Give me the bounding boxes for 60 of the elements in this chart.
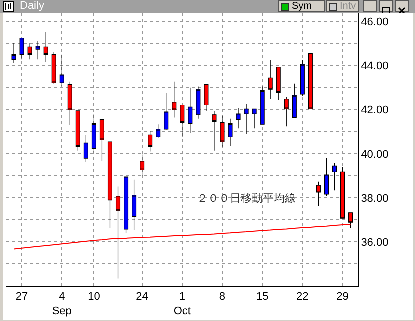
x-tick-label: 22 — [296, 291, 309, 304]
chart-title: Daily — [20, 0, 44, 13]
x-tick-label: 8 — [219, 291, 226, 304]
candlestick — [92, 114, 96, 154]
x-tick-label: 15 — [256, 291, 269, 304]
candlestick — [212, 110, 217, 152]
candlestick — [156, 124, 161, 139]
x-tick-label: 4 Sep — [52, 291, 72, 318]
candlestick — [316, 182, 321, 206]
candlestick — [204, 84, 209, 112]
candlestick — [132, 180, 137, 231]
y-tick-label: 42.00 — [361, 104, 389, 117]
candlestick — [44, 32, 48, 63]
candlestick — [52, 52, 56, 84]
y-tick-label: 36.00 — [361, 236, 389, 249]
candlestick — [236, 108, 241, 129]
y-tick-label: 38.00 — [361, 192, 389, 205]
candlestick — [20, 38, 24, 60]
candlestick — [140, 154, 145, 176]
candlestick — [76, 110, 80, 152]
candlestick — [124, 176, 129, 234]
candlestick — [84, 134, 88, 163]
candlestick — [60, 54, 64, 86]
candlestick — [108, 142, 112, 229]
candlestick — [276, 67, 281, 101]
candlestick — [292, 84, 297, 118]
candlestick — [148, 131, 153, 152]
candlestick — [180, 104, 185, 138]
x-tick-label: 10 — [88, 291, 100, 304]
text: Intv — [340, 1, 356, 12]
y-tick-label: 44.00 — [361, 60, 389, 73]
candlestick — [100, 119, 104, 162]
candlestick — [324, 158, 329, 197]
text: Sym — [292, 1, 312, 12]
x-tick-label: 29 — [336, 291, 349, 304]
candlestick — [284, 97, 289, 127]
candlestick — [260, 86, 265, 125]
candlestick — [196, 86, 201, 120]
candlestick — [228, 118, 233, 146]
candlestick — [300, 60, 305, 97]
candlestick — [28, 42, 32, 60]
candlestick — [340, 167, 346, 219]
candlestick — [172, 82, 177, 118]
candlestick — [332, 163, 338, 191]
candlestick — [12, 42, 16, 64]
candlestick — [308, 53, 313, 110]
x-tick-label: 27 — [16, 291, 28, 304]
candlestick — [164, 93, 169, 131]
candlestick — [252, 108, 257, 129]
x-tick-label: 1 Oct — [174, 291, 191, 318]
x-tick-label: 24 — [136, 291, 148, 304]
text: ２００日移動平均線 — [197, 192, 296, 205]
y-tick-label: 46.00 — [361, 16, 389, 29]
candlestick — [268, 60, 273, 100]
candlestick — [244, 104, 249, 135]
y-tick-label: 40.00 — [361, 148, 389, 161]
candlestick — [68, 82, 72, 126]
candlestick — [220, 116, 225, 148]
candlestick — [188, 88, 193, 134]
candlestick — [36, 40, 40, 60]
